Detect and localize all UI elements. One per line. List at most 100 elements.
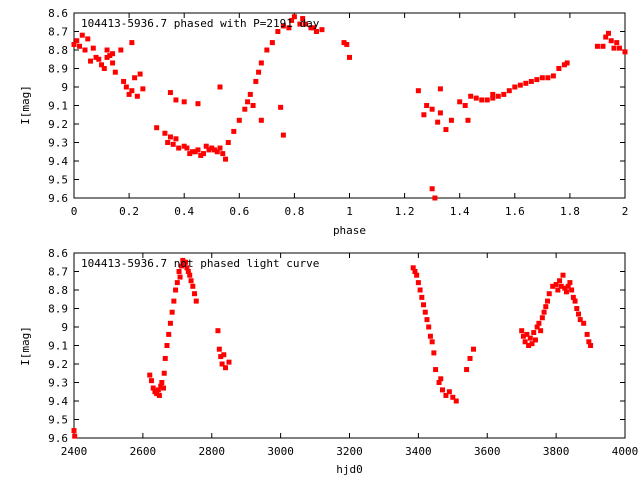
chart-0-data-point [212,147,218,153]
chart-1-data-point [572,298,578,304]
chart-0-data-point [603,34,609,40]
chart-1-data-point [415,280,421,286]
chart-0-data-point [319,27,325,33]
chart-1-data-point [173,287,179,293]
chart-0-x-tick-label: 0.8 [284,205,304,218]
chart-0-title: 104413-5936.7 phased with P=2191 day [81,17,320,30]
chart-0-data-point [415,88,421,94]
chart-1-data-point [161,370,167,376]
chart-0-data-point [457,99,463,105]
chart-0-data-point [550,73,556,79]
chart-0-data-point [137,71,143,77]
chart-1-data-point [443,392,449,398]
chart-0-data-point [181,143,187,149]
chart-1-data-point [185,269,191,274]
chart-1-data-point [177,274,183,280]
chart-0-data-point [291,14,297,20]
chart-0-data-point [286,25,292,31]
chart-0-data-point [173,97,179,103]
chart-1-data-point [543,304,549,310]
chart-1-y-axis-label: I[mag] [19,326,32,366]
chart-0-y-tick-label: 9 [61,81,68,94]
chart-1-data-point [524,331,530,337]
chart-0-y-tick-label: 9.4 [48,155,68,168]
chart-0-x-tick-label: 1.2 [395,205,415,218]
chart-0-data-point [313,29,319,34]
chart-1-data-point [577,317,583,323]
chart-0-data-point [289,17,295,23]
chart-1-data-point [436,380,442,385]
chart-0-data-point [424,103,430,108]
chart-0-data-point [311,25,317,31]
chart-0-data-point [71,41,77,47]
chart-1-data-point [522,339,528,345]
chart-0-y-tick-label: 9.3 [48,137,68,150]
chart-1-data-point [519,328,525,334]
chart-1-data-point [567,280,573,286]
chart-0-data-point [264,47,270,53]
chart-0-y-tick-label: 8.6 [48,7,68,20]
chart-0-data-point [181,99,187,105]
chart-1-data-point [446,389,452,395]
chart-0-data-point [479,97,485,103]
chart-1-data-point [526,343,532,348]
chart-0-data-point [214,149,220,155]
chart-0-data-point [435,119,441,125]
chart-1-data-point [155,387,161,393]
chart-0-data-point [104,54,110,60]
chart-0-data-point [534,77,540,83]
chart-0-data-point [258,60,264,66]
chart-0-data-point [443,127,449,133]
chart-0-data-point [176,145,182,151]
chart-0-data-point [247,91,253,97]
chart-1-y-tick-label: 9.5 [48,414,68,427]
chart-1-y-tick-label: 9.2 [48,358,68,371]
chart-1-y-tick-label: 8.9 [48,303,68,316]
chart-1-data-point [581,320,587,326]
chart-1-data-point [574,306,580,311]
chart-0-data-point [300,16,306,22]
chart-1-data-point [219,361,225,367]
chart-0-data-point [189,149,195,155]
chart-1-y-tick-label: 9 [61,321,68,334]
chart-0-data-point [192,149,198,155]
chart-0-data-point [437,86,443,92]
chart-1-data-point [439,387,445,393]
chart-1-data-point [216,346,222,352]
chart-1-data-point [161,385,167,391]
chart-0-data-point [278,104,284,110]
chart-0-data-point [341,40,347,46]
chart-1-data-point [527,335,533,341]
chart-0-data-point [347,54,352,60]
chart-0-data-point [608,38,614,44]
chart-1-data-point [187,272,193,278]
chart-0-data-point [195,147,201,153]
chart-0-data-point [167,134,173,140]
chart-0-data-point [344,41,350,47]
chart-1-data-point [188,278,194,284]
chart-0-data-point [308,25,314,31]
chart-1-data-point [176,269,182,274]
phased-light-curve-panel: 8.6 8.7 8.8 8.9 9 9.1 9.2 9.3 9.4 9.5 9.60 0.2 0.4 0.… [19,7,628,237]
chart-0-data-point [203,143,209,149]
chart-1-data-point [539,315,545,321]
chart-1-data-point [520,333,526,339]
chart-1-x-tick-label: 3000 [267,445,294,458]
chart-1-data-point [215,328,221,334]
chart-0-x-tick-label: 0.2 [119,205,139,218]
chart-1-data-point [438,376,444,382]
chart-0-x-tick-label: 1.6 [505,205,525,218]
chart-0-data-point [512,84,518,90]
chart-1-data-point [429,339,435,345]
chart-0-data-point [616,45,622,51]
chart-0-data-point [258,117,264,123]
chart-0-data-point [85,36,91,42]
chart-0-data-point [129,40,135,46]
chart-1-data-point [453,398,459,404]
chart-0-data-point [594,43,600,49]
chart-0-data-point [564,60,570,66]
chart-1-data-point [550,283,556,289]
chart-0-data-point [561,62,567,68]
chart-0-data-point [88,58,94,64]
